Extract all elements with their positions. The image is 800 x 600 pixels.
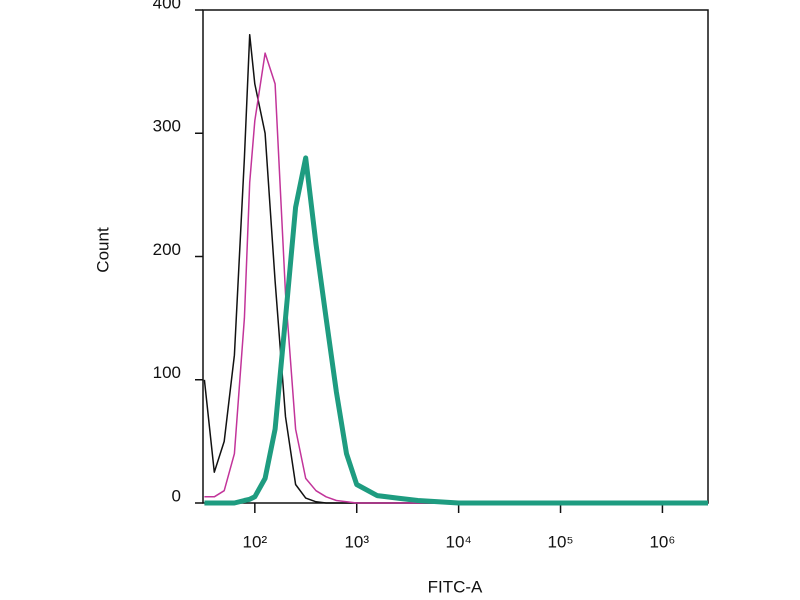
series-line <box>204 155 708 506</box>
y-tick-label: 300 <box>153 117 181 136</box>
x-tick-label: 10⁴ <box>446 532 472 551</box>
x-tick-label: 10⁵ <box>548 532 574 551</box>
plot-frame <box>202 9 709 504</box>
y-tick-label: 100 <box>153 363 181 382</box>
y-tick-label: 0 <box>172 486 181 505</box>
x-tick-label: 10² <box>243 532 268 551</box>
x-tick-label: 10³ <box>344 532 369 551</box>
y-axis-label: Count <box>93 227 112 273</box>
y-tick-label: 200 <box>153 240 181 259</box>
series-line <box>204 52 708 504</box>
y-tick-label: 400 <box>153 0 181 12</box>
x-axis-label: FITC-A <box>428 577 483 596</box>
x-tick-label: 10⁶ <box>649 532 675 551</box>
series-line <box>203 33 708 504</box>
